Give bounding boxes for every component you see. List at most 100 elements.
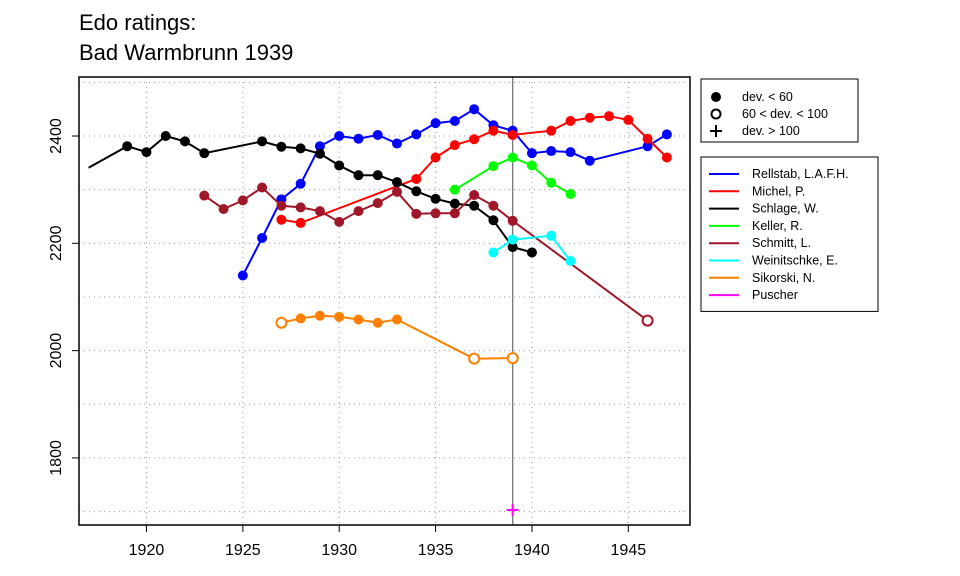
- x-tick-label: 1925: [225, 542, 261, 559]
- legend-label: dev. < 60: [742, 90, 793, 104]
- data-point: [623, 114, 634, 125]
- data-point: [276, 200, 287, 211]
- data-point: [469, 190, 480, 201]
- legend-label: Michel, P.: [752, 184, 805, 198]
- data-point: [526, 160, 537, 171]
- data-point: [372, 317, 383, 328]
- data-point: [411, 129, 422, 140]
- series-legend-entry: Keller, R.: [709, 219, 803, 233]
- data-point: [468, 352, 481, 365]
- data-point: [661, 129, 672, 140]
- data-point: [295, 143, 306, 154]
- data-point: [565, 188, 576, 199]
- data-point: [353, 314, 364, 325]
- data-point: [334, 311, 345, 322]
- plot-data: [88, 104, 672, 516]
- x-tick-label: 1935: [418, 542, 454, 559]
- data-point: [488, 215, 499, 226]
- grid: [79, 77, 690, 525]
- legend-label: Rellstab, L.A.F.H.: [752, 167, 849, 181]
- y-tick-label: 2200: [48, 225, 65, 261]
- legend-label: Puscher: [752, 288, 798, 302]
- data-point: [565, 115, 576, 126]
- series-3: [449, 152, 576, 199]
- deviation-legend-box: [700, 78, 859, 143]
- data-point: [507, 234, 518, 245]
- data-point: [488, 200, 499, 211]
- data-point: [334, 216, 345, 227]
- data-point: [334, 160, 345, 171]
- data-point: [392, 138, 403, 149]
- legend-label: Schlage, W.: [752, 202, 819, 216]
- data-point: [661, 152, 672, 163]
- data-point: [430, 152, 441, 163]
- data-point: [392, 186, 403, 197]
- data-point: [276, 141, 287, 152]
- series-line: [88, 134, 533, 254]
- data-point: [546, 146, 557, 157]
- data-point: [180, 136, 191, 147]
- series-2: [88, 131, 537, 258]
- data-point: [488, 125, 499, 136]
- data-point: [295, 178, 306, 189]
- series-legend-box: [700, 156, 879, 312]
- data-point: [257, 136, 268, 147]
- series-legend-entry: Weinitschke, E.: [709, 254, 838, 268]
- y-tick-label: 1800: [48, 440, 65, 476]
- data-point: [411, 173, 422, 184]
- legend-label: Sikorski, N.: [752, 271, 815, 285]
- data-point: [372, 170, 383, 181]
- data-point: [160, 131, 171, 142]
- data-point: [372, 198, 383, 209]
- data-point: [141, 147, 152, 158]
- data-point: [257, 182, 268, 193]
- data-point: [353, 133, 364, 144]
- series-legend-entry: Schlage, W.: [709, 202, 819, 216]
- data-point: [565, 147, 576, 158]
- data-point: [449, 184, 460, 195]
- data-point: [642, 133, 653, 144]
- data-point: [237, 270, 248, 281]
- series-1: [276, 111, 672, 228]
- data-point: [546, 230, 557, 241]
- data-point: [314, 141, 325, 152]
- data-point: [314, 310, 325, 321]
- legend-symbol: [710, 108, 722, 120]
- data-point: [449, 208, 460, 219]
- data-point: [430, 208, 441, 219]
- legends: dev. < 60 60 < dev. < 100 dev. > 100 Rellst…: [700, 78, 879, 312]
- data-point: [604, 111, 615, 122]
- data-point: [353, 170, 364, 181]
- plot-frame: [78, 76, 691, 526]
- data-point: [295, 217, 306, 228]
- series-legend-entry: Sikorski, N.: [709, 271, 815, 285]
- series-legend: Rellstab, L.A.F.H. Michel, P. Schlage, W. K…: [700, 156, 879, 312]
- data-point: [506, 503, 519, 516]
- data-point: [411, 186, 422, 197]
- data-point: [506, 352, 519, 365]
- series-legend-entry: Rellstab, L.A.F.H.: [709, 167, 849, 181]
- legend-symbol: [710, 125, 722, 137]
- series-7: [506, 503, 519, 516]
- data-point: [430, 118, 441, 129]
- data-point: [275, 316, 288, 329]
- data-point: [353, 206, 364, 217]
- data-point: [526, 148, 537, 159]
- data-point: [488, 161, 499, 172]
- series-6: [275, 310, 519, 365]
- x-tick-label: 1940: [514, 542, 550, 559]
- data-point: [546, 125, 557, 136]
- series-legend-entry: Schmitt, L.: [709, 236, 811, 250]
- legend-label: dev. > 100: [742, 124, 800, 138]
- data-point: [411, 208, 422, 219]
- series-line: [492, 234, 572, 262]
- data-point: [334, 131, 345, 142]
- data-point: [314, 148, 325, 159]
- data-point: [122, 141, 133, 152]
- data-point: [469, 104, 480, 115]
- legend-symbol: [711, 92, 721, 102]
- data-point: [199, 148, 210, 159]
- deviation-legend-entry: dev. > 100: [710, 124, 800, 138]
- data-point: [507, 215, 518, 226]
- data-point: [565, 256, 576, 267]
